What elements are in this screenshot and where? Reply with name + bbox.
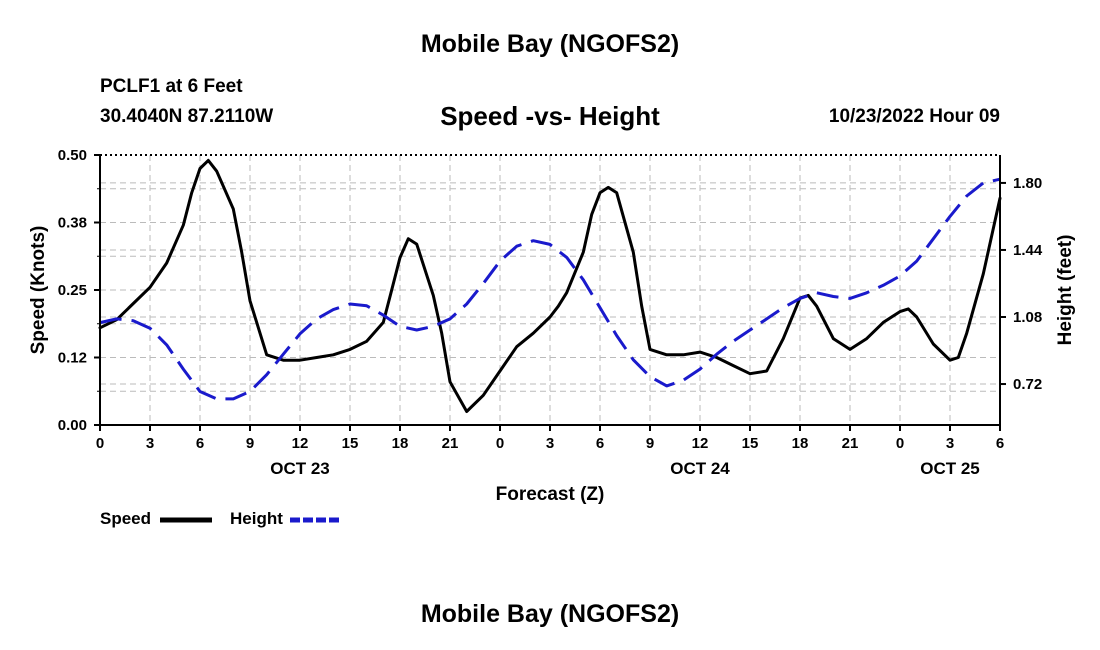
x-tick-label: 21 <box>842 435 859 452</box>
x-axis-label: Forecast (Z) <box>496 484 605 505</box>
y-tick-label: 0.12 <box>58 350 87 367</box>
series-line-height <box>99 177 1001 401</box>
x-tick-label: 12 <box>292 435 309 452</box>
y-tick-label: 0.50 <box>58 147 87 164</box>
x-tick-label: 9 <box>246 435 254 452</box>
date-label: OCT 24 <box>670 459 730 478</box>
x-tick-label: 3 <box>146 435 154 452</box>
y2-tick-label: 1.44 <box>1013 242 1043 259</box>
legend-speed-label: Speed <box>100 509 152 528</box>
y2-tick-label: 1.80 <box>1013 175 1042 192</box>
chart-subtitle: Speed -vs- Height <box>440 101 660 131</box>
y-tick-label: 0.38 <box>58 215 87 232</box>
x-tick-label: 12 <box>692 435 709 452</box>
x-tick-label: 6 <box>996 435 1004 452</box>
x-tick-label: 9 <box>646 435 654 452</box>
coordinates-label: 30.4040N 87.2110W <box>100 106 274 127</box>
date-label: OCT 25 <box>920 459 980 478</box>
axis-labels: Forecast (Z) Speed (Knots) Height (feet) <box>28 226 1076 505</box>
footer-title: Mobile Bay (NGOFS2) <box>420 600 680 628</box>
x-tick-label: 21 <box>442 435 459 452</box>
y2-tick-label: 0.72 <box>1013 376 1042 393</box>
x-tick-label: 3 <box>546 435 554 452</box>
grid <box>99 155 1001 425</box>
x-tick-label: 15 <box>742 435 759 452</box>
y-tick-label: 0.00 <box>58 417 87 434</box>
x-tick-label: 18 <box>392 435 409 452</box>
station-label: PCLF1 at 6 Feet <box>100 76 243 97</box>
x-tick-label: 0 <box>96 435 104 452</box>
series-line-speed <box>98 158 1002 413</box>
x-tick-label: 18 <box>792 435 809 452</box>
y-tick-label: 0.25 <box>58 282 87 299</box>
y2-tick-label: 1.08 <box>1013 309 1042 326</box>
x-tick-label: 0 <box>496 435 504 452</box>
x-tick-label: 15 <box>342 435 359 452</box>
x-tick-label: 0 <box>896 435 904 452</box>
series-layer <box>98 158 1002 413</box>
y2-axis-label: Height (feet) <box>1055 235 1076 346</box>
x-tick-label: 6 <box>196 435 204 452</box>
x-tick-label: 6 <box>596 435 604 452</box>
y-axis-label: Speed (Knots) <box>28 226 49 355</box>
page-title: Mobile Bay (NGOFS2) <box>420 30 680 58</box>
date-label: OCT 23 <box>270 459 330 478</box>
forecast-datetime: 10/23/2022 Hour 09 <box>828 106 1000 127</box>
x-tick-label: 3 <box>946 435 954 452</box>
axes: 0 3 6 9 12 15 18 21 0 3 6 9 12 15 18 21 0 3 6 OCT 23 OCT 24 O… <box>58 147 1043 478</box>
legend-height-label: Height <box>230 509 283 528</box>
